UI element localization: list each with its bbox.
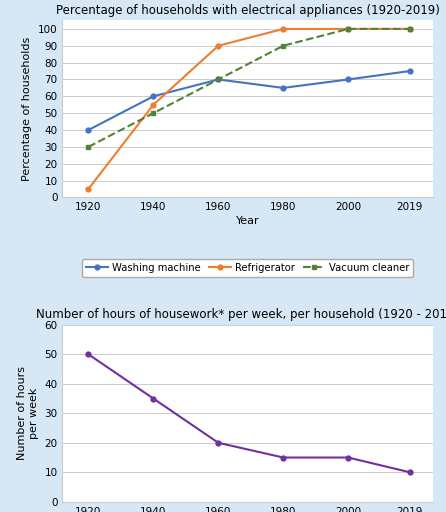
- Line: Refrigerator: Refrigerator: [86, 27, 412, 191]
- Vacuum cleaner: [86, 144, 91, 150]
- Refrigerator: [281, 26, 286, 32]
- X-axis label: Year: Year: [236, 217, 259, 226]
- Refrigerator: [407, 26, 413, 32]
- Hours per week: [151, 395, 156, 401]
- Vacuum cleaner: [407, 26, 413, 32]
- Y-axis label: Number of hours
per week: Number of hours per week: [17, 366, 39, 460]
- Washing machine: [215, 76, 221, 82]
- Line: Hours per week: Hours per week: [86, 352, 412, 475]
- Y-axis label: Percentage of households: Percentage of households: [22, 37, 33, 181]
- Vacuum cleaner: [215, 76, 221, 82]
- Line: Vacuum cleaner: Vacuum cleaner: [86, 27, 412, 150]
- Vacuum cleaner: [151, 110, 156, 116]
- Hours per week: [281, 455, 286, 461]
- Washing machine: [346, 76, 351, 82]
- Refrigerator: [86, 186, 91, 192]
- Refrigerator: [215, 42, 221, 49]
- Vacuum cleaner: [281, 42, 286, 49]
- Washing machine: [407, 68, 413, 74]
- Hours per week: [215, 440, 221, 446]
- Hours per week: [346, 455, 351, 461]
- Title: Number of hours of housework* per week, per household (1920 - 2019): Number of hours of housework* per week, …: [36, 308, 446, 321]
- Title: Percentage of households with electrical appliances (1920-2019): Percentage of households with electrical…: [56, 4, 439, 16]
- Washing machine: [281, 85, 286, 91]
- Line: Washing machine: Washing machine: [86, 69, 412, 133]
- Hours per week: [86, 351, 91, 357]
- Legend: Washing machine, Refrigerator, Vacuum cleaner: Washing machine, Refrigerator, Vacuum cl…: [82, 259, 413, 277]
- Hours per week: [407, 469, 413, 475]
- Vacuum cleaner: [346, 26, 351, 32]
- Refrigerator: [151, 102, 156, 108]
- Washing machine: [151, 93, 156, 99]
- Washing machine: [86, 127, 91, 133]
- Refrigerator: [346, 26, 351, 32]
